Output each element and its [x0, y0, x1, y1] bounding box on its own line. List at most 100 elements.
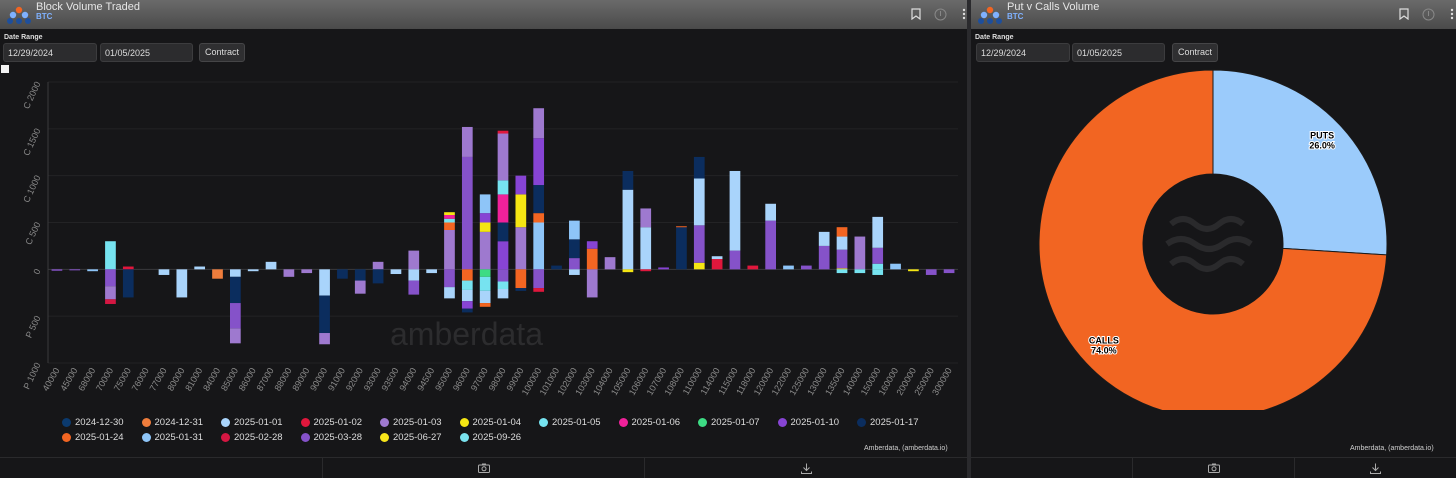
- bar-segment[interactable]: [444, 287, 455, 299]
- bar-segment[interactable]: [783, 265, 794, 270]
- bar-segment[interactable]: [622, 170, 634, 190]
- bar-segment[interactable]: [230, 269, 241, 277]
- bar-segment[interactable]: [69, 269, 81, 271]
- bar-segment[interactable]: [569, 269, 580, 275]
- bar-segment[interactable]: [765, 220, 776, 270]
- bar-segment[interactable]: [247, 269, 259, 272]
- bookmark-icon[interactable]: [909, 6, 923, 22]
- bar-segment[interactable]: [408, 250, 420, 270]
- bar-segment[interactable]: [461, 301, 473, 309]
- bar-segment[interactable]: [569, 220, 580, 240]
- bar-segment[interactable]: [461, 156, 473, 270]
- bar-segment[interactable]: [908, 269, 919, 272]
- bar-segment[interactable]: [479, 276, 491, 291]
- bar-segment[interactable]: [372, 261, 384, 270]
- bar-segment[interactable]: [497, 130, 509, 134]
- bar-segment[interactable]: [319, 333, 330, 345]
- bar-segment[interactable]: [444, 269, 455, 288]
- bar-segment[interactable]: [515, 269, 527, 289]
- legend-item[interactable]: 2025-01-02: [300, 417, 381, 428]
- bar-segment[interactable]: [444, 212, 455, 216]
- bar-segment[interactable]: [658, 267, 669, 270]
- bar-segment[interactable]: [497, 281, 509, 290]
- more-icon[interactable]: [957, 6, 971, 22]
- bar-segment[interactable]: [836, 249, 848, 269]
- bar-segment[interactable]: [265, 261, 277, 270]
- bar-segment[interactable]: [872, 263, 884, 270]
- bar-segment[interactable]: [354, 269, 366, 281]
- bar-segment[interactable]: [176, 269, 188, 298]
- bar-segment[interactable]: [105, 299, 116, 304]
- legend-item[interactable]: 2025-01-07: [698, 417, 778, 428]
- bar-segment[interactable]: [836, 268, 848, 270]
- legend-item[interactable]: 2025-01-31: [141, 432, 222, 443]
- legend-item[interactable]: 2025-03-28: [300, 432, 381, 443]
- bar-segment[interactable]: [747, 265, 759, 270]
- bar-segment[interactable]: [586, 269, 598, 298]
- bar-segment[interactable]: [711, 256, 723, 260]
- bar-segment[interactable]: [497, 269, 509, 282]
- bar-segment[interactable]: [194, 266, 206, 270]
- bar-segment[interactable]: [444, 215, 455, 219]
- bar-segment[interactable]: [444, 218, 455, 223]
- bar-segment[interactable]: [533, 185, 545, 214]
- bar-segment[interactable]: [818, 245, 830, 270]
- bar-segment[interactable]: [51, 269, 63, 271]
- bar-segment[interactable]: [479, 303, 491, 307]
- legend-item[interactable]: 2025-01-05: [539, 417, 619, 428]
- legend-item[interactable]: 2025-02-28: [221, 432, 301, 443]
- bar-segment[interactable]: [765, 203, 776, 221]
- bar-segment[interactable]: [872, 216, 884, 248]
- bar-segment[interactable]: [836, 236, 848, 250]
- bar-segment[interactable]: [729, 170, 741, 251]
- bar-segment[interactable]: [479, 269, 491, 277]
- bar-segment[interactable]: [533, 138, 545, 186]
- bar-segment[interactable]: [390, 269, 402, 275]
- bar-segment[interactable]: [693, 178, 705, 226]
- bar-segment[interactable]: [925, 269, 937, 275]
- legend-item[interactable]: 2025-01-24: [62, 432, 142, 443]
- bar-segment[interactable]: [854, 269, 866, 274]
- bar-segment[interactable]: [212, 269, 223, 279]
- contract-button[interactable]: Contract: [199, 43, 245, 62]
- bar-segment[interactable]: [515, 288, 527, 291]
- bar-segment[interactable]: [943, 269, 955, 274]
- bar-segment[interactable]: [444, 222, 455, 230]
- bar-segment[interactable]: [693, 225, 705, 263]
- camera-button[interactable]: [323, 458, 646, 478]
- info-icon[interactable]: [933, 6, 947, 22]
- bar-segment[interactable]: [551, 265, 562, 270]
- bar-segment[interactable]: [497, 194, 509, 223]
- date-to-input[interactable]: 01/05/2025: [1072, 43, 1165, 62]
- bar-segment[interactable]: [497, 289, 509, 299]
- bar-segment[interactable]: [408, 269, 420, 281]
- bar-segment[interactable]: [890, 263, 901, 270]
- legend-item[interactable]: 2025-01-01: [221, 417, 301, 428]
- bar-segment[interactable]: [533, 213, 545, 223]
- camera-button[interactable]: [1133, 458, 1295, 478]
- bar-segment[interactable]: [87, 269, 98, 272]
- date-to-input[interactable]: 01/05/2025: [100, 43, 193, 62]
- bar-segment[interactable]: [676, 226, 687, 228]
- bar-segment[interactable]: [461, 289, 473, 302]
- bar-segment[interactable]: [479, 231, 491, 270]
- bar-segment[interactable]: [461, 308, 473, 313]
- bar-segment[interactable]: [693, 156, 705, 179]
- bar-segment[interactable]: [497, 241, 509, 270]
- bar-segment[interactable]: [836, 227, 848, 237]
- bar-segment[interactable]: [122, 266, 134, 270]
- bar-segment[interactable]: [337, 269, 348, 279]
- legend-item[interactable]: 2025-01-10: [777, 417, 858, 428]
- bar-segment[interactable]: [676, 227, 687, 270]
- bar-segment[interactable]: [693, 262, 705, 270]
- bar-segment[interactable]: [319, 269, 330, 296]
- bar-segment[interactable]: [533, 288, 545, 292]
- bar-segment[interactable]: [569, 258, 580, 270]
- bar-segment[interactable]: [640, 269, 652, 272]
- legend-item[interactable]: 2025-01-03: [380, 417, 460, 428]
- bar-segment[interactable]: [408, 280, 420, 295]
- bar-segment[interactable]: [533, 269, 545, 289]
- bar-segment[interactable]: [230, 276, 241, 304]
- bar-segment[interactable]: [105, 286, 116, 300]
- bar-segment[interactable]: [711, 259, 723, 270]
